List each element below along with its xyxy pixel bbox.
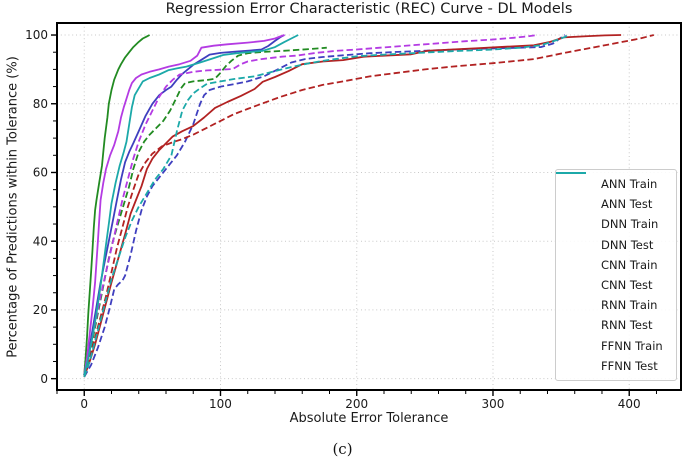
series-cnn-test (83, 34, 539, 376)
legend-item-ann-test: ANN Test (556, 172, 669, 214)
legend-item-ann-train: ANN Train (556, 172, 669, 194)
plot-frame (56, 22, 682, 391)
x-axis-label: Absolute Error Tolerance (289, 411, 449, 426)
y-tick-label: 20 (33, 303, 48, 317)
legend-item-dnn-train: DNN Train (556, 172, 669, 234)
series-dnn-test (83, 34, 566, 378)
legend-label: RNN Train (601, 298, 658, 313)
legend-label: CNN Test (601, 278, 653, 293)
legend-label: FFNN Test (601, 358, 658, 373)
series-ffnn-train (83, 34, 299, 376)
series-rnn-test (83, 34, 655, 376)
legend-item-rnn-train: RNN Train (556, 172, 669, 315)
x-tick-label: 200 (345, 397, 368, 411)
legend-item-dnn-test: DNN Test (556, 172, 669, 255)
x-tick-label: 400 (618, 397, 641, 411)
series-dnn-train (83, 34, 285, 376)
legend-label: DNN Test (601, 237, 654, 252)
legend-label: DNN Train (601, 217, 659, 232)
x-tick-label: 0 (80, 397, 88, 411)
series-rnn-train (83, 34, 622, 378)
legend-label: ANN Train (601, 177, 658, 192)
series-ffnn-test (83, 34, 570, 378)
legend-item-ffnn-test: FFNN Test (556, 172, 669, 376)
series-cnn-train (83, 34, 285, 376)
legend-label: ANN Test (601, 197, 653, 212)
legend-item-cnn-test: CNN Test (556, 172, 669, 295)
y-tick-label: 60 (33, 166, 48, 180)
figure-caption: (c) (332, 440, 353, 458)
legend-label: FFNN Train (601, 338, 663, 353)
y-tick-label: 40 (33, 234, 48, 248)
y-tick-label: 80 (33, 97, 48, 111)
legend-label: RNN Test (601, 318, 653, 333)
y-tick-label: 100 (25, 28, 48, 42)
y-axis-label: Percentage of Predictions within Toleran… (5, 56, 21, 358)
legend-item-rnn-test: RNN Test (556, 172, 669, 335)
legend-item-cnn-train: CNN Train (556, 172, 669, 275)
legend-label: CNN Train (601, 257, 658, 272)
x-tick-label: 100 (209, 397, 232, 411)
y-tick-label: 0 (40, 372, 48, 386)
legend-item-ffnn-train: FFNN Train (556, 172, 669, 356)
x-tick-label: 300 (482, 397, 505, 411)
chart-title: Regression Error Characteristic (REC) Cu… (165, 1, 573, 17)
legend: ANN Train ANN Test DNN Train DNN Test CNN Tr… (555, 169, 677, 381)
series-ann-train (83, 34, 151, 376)
